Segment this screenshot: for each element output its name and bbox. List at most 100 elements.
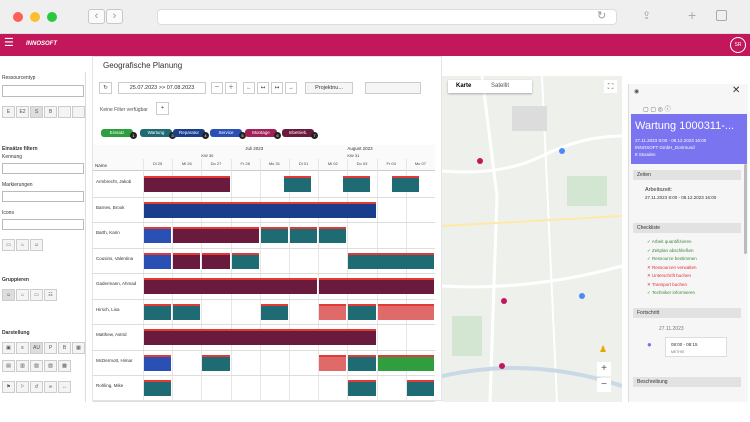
minimize-window-dot[interactable] <box>30 12 40 22</box>
resource-name[interactable]: Gadermann, Ahmad <box>96 281 137 286</box>
tab-satellit[interactable]: Satellit <box>491 83 510 89</box>
folder-icon[interactable]: ▭ <box>2 239 15 251</box>
schedule-block[interactable] <box>348 354 376 371</box>
schedule-block[interactable] <box>377 303 434 320</box>
schedule-block[interactable] <box>284 176 312 192</box>
kennung-input[interactable] <box>2 163 84 174</box>
forward-button[interactable]: › <box>106 9 123 24</box>
maximize-window-dot[interactable] <box>47 12 57 22</box>
type-extra2-button[interactable] <box>72 106 85 118</box>
schedule-block[interactable] <box>144 278 318 294</box>
checklist-item[interactable]: ✓ Ressource bestimmen <box>647 256 697 262</box>
schedule-block[interactable] <box>144 252 172 269</box>
add-filter-button[interactable]: + <box>156 102 169 115</box>
schedule-block[interactable] <box>202 354 230 371</box>
prev-page-button[interactable]: ← <box>243 82 255 94</box>
flag2-icon[interactable]: ⚐ <box>16 381 29 393</box>
schedule-block[interactable] <box>144 227 172 243</box>
view-au-button[interactable]: AU <box>30 342 43 354</box>
fortschritt-section[interactable]: Fortschritt <box>633 308 741 318</box>
schedule-block[interactable] <box>144 201 376 218</box>
menu-icon[interactable]: ☰ <box>4 37 14 49</box>
prev-day-button[interactable]: ↤ <box>257 82 269 94</box>
view-car-icon[interactable]: ▣ <box>2 342 15 354</box>
checklist-item[interactable]: ✓ Arbeit quantifizieren <box>647 239 692 245</box>
next-day-button[interactable]: ↦ <box>271 82 283 94</box>
view-c-icon[interactable]: ▧ <box>30 360 43 372</box>
project-select[interactable]: Projektnu... <box>305 82 353 94</box>
schedule-block[interactable] <box>319 303 347 320</box>
close-icon[interactable]: ✕ <box>732 85 741 96</box>
scrollbar[interactable] <box>744 164 747 254</box>
schedule-block[interactable] <box>348 303 376 320</box>
map-canvas[interactable] <box>442 76 622 402</box>
view-e-icon[interactable]: ▩ <box>58 360 71 372</box>
checklist-item[interactable]: ✕ Unterschrift buchen <box>647 273 691 279</box>
tabs-icon[interactable] <box>716 10 727 21</box>
schedule-block[interactable] <box>173 303 201 320</box>
schedule-block[interactable] <box>144 176 230 192</box>
schedule-block[interactable] <box>406 380 434 396</box>
legend-chip-4[interactable]: Montage <box>245 129 277 137</box>
schedule-block[interactable] <box>173 227 259 243</box>
flag-icon[interactable]: ⚑ <box>2 381 15 393</box>
view-d-icon[interactable]: ▨ <box>44 360 57 372</box>
schedule-block[interactable] <box>144 380 172 396</box>
view-grid-icon[interactable]: ▦ <box>72 342 85 354</box>
pegman-icon[interactable]: ♟ <box>599 344 608 354</box>
group-folder-icon[interactable]: ▭ <box>30 289 43 301</box>
type-s-button[interactable]: S <box>30 106 43 118</box>
zoom-in-button[interactable]: ＋ <box>225 82 237 94</box>
search-field[interactable] <box>365 82 421 94</box>
resource-name[interactable]: Cousins, Valentina <box>96 255 134 261</box>
group-home-icon[interactable]: ⌂ <box>16 289 29 301</box>
legend-chip-1[interactable]: Wartung <box>140 129 172 137</box>
checklist-item[interactable]: ✕ Ressourcen verwalten <box>647 265 697 271</box>
date-range-input[interactable]: 25.07.2023 >> 07.08.2023 <box>118 82 206 94</box>
schedule-block[interactable] <box>231 252 259 269</box>
map-view[interactable]: Karte Satellit ⛶ ♟ + − <box>442 76 622 402</box>
type-b-button[interactable]: B <box>44 106 57 118</box>
beschreibung-section[interactable]: Beschreibung <box>633 377 741 387</box>
address-bar[interactable] <box>157 9 617 25</box>
close-window-dot[interactable] <box>13 12 23 22</box>
schedule-block[interactable] <box>319 354 347 371</box>
view-p-button[interactable]: P <box>44 342 57 354</box>
next-page-button[interactable]: → <box>285 82 297 94</box>
reload-icon[interactable]: ↻ <box>597 10 607 22</box>
resource-name[interactable]: Matthew, Astrid <box>96 332 127 337</box>
schedule-block[interactable] <box>377 354 434 371</box>
legend-chip-3[interactable]: Service <box>210 129 242 137</box>
schedule-block[interactable] <box>342 176 370 192</box>
history-icon[interactable]: ↺ <box>30 381 43 393</box>
schedule-block[interactable] <box>348 252 434 269</box>
checklist-item[interactable]: ✕ Transport buchen <box>647 282 687 288</box>
resource-name[interactable]: Barth, Karin <box>96 230 120 235</box>
chain-icon[interactable]: ∞ <box>44 381 57 393</box>
expand-icon[interactable]: ↔ <box>58 381 71 393</box>
group-team-icon[interactable]: ☷ <box>44 289 57 301</box>
eye-icon[interactable]: ◉ <box>634 89 640 95</box>
view-a-icon[interactable]: ▤ <box>2 360 15 372</box>
icons-input[interactable] <box>2 219 84 230</box>
checklist-item[interactable]: ✓ Techniker informieren <box>647 290 695 296</box>
type-e-button[interactable]: E <box>2 106 15 118</box>
type-extra1-button[interactable] <box>58 106 71 118</box>
schedule-block[interactable] <box>260 227 288 243</box>
view-b-button[interactable]: B <box>58 342 71 354</box>
schedule-block[interactable] <box>202 252 230 269</box>
resource-name[interactable]: Rohling, Mike <box>96 383 124 388</box>
schedule-block[interactable] <box>260 303 288 320</box>
schedule-block[interactable] <box>144 354 172 371</box>
schedule-block[interactable] <box>319 278 434 294</box>
avatar[interactable]: SR <box>730 37 746 53</box>
back-button[interactable]: ‹ <box>88 9 105 24</box>
zoom-in-map-button[interactable]: + <box>597 362 611 376</box>
progress-card[interactable] <box>665 337 727 357</box>
refresh-button[interactable]: ↻ <box>99 82 112 94</box>
schedule-block[interactable] <box>144 329 376 345</box>
new-tab-icon[interactable]: + <box>688 7 697 23</box>
schedule-block[interactable] <box>173 252 201 269</box>
zoom-out-map-button[interactable]: − <box>597 378 611 392</box>
zoom-out-button[interactable]: － <box>211 82 223 94</box>
